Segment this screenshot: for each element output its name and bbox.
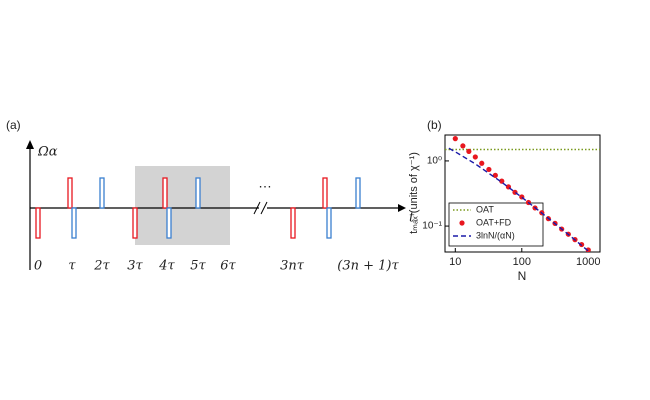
time-label: τ — [68, 259, 76, 274]
y-axis-label: Ωα — [37, 145, 58, 160]
pulse — [290, 207, 296, 239]
x-tick-label: 1000 — [576, 256, 600, 268]
ellipsis: … — [258, 175, 272, 191]
time-label: (3n + 1)τ — [337, 259, 399, 274]
legend-marker — [459, 220, 465, 226]
pulse — [99, 177, 105, 209]
highlight-box — [135, 166, 230, 245]
x-tick-label: 10 — [449, 256, 461, 268]
time-label: 2τ — [93, 259, 110, 274]
marker — [472, 154, 478, 160]
y-tick-label: 10⁻¹ — [422, 221, 442, 232]
y-tick-label: 10⁰ — [427, 156, 442, 167]
x-axis-label: N — [518, 269, 527, 283]
x-axis-label: t — [409, 211, 415, 226]
arrow — [26, 140, 34, 149]
pulse — [355, 177, 361, 209]
pulse — [67, 177, 73, 209]
pulse — [35, 207, 41, 239]
time-label: 4τ — [158, 259, 175, 274]
pulse — [132, 207, 138, 239]
marker — [585, 247, 591, 252]
y-axis-label: tₘₐₓ (units of χ⁻¹) — [408, 152, 420, 234]
legend-label: OAT+FD — [476, 217, 512, 227]
arrow — [398, 204, 406, 212]
panel-label: (b) — [427, 118, 442, 132]
axis-break — [253, 201, 261, 215]
pulse — [322, 177, 328, 209]
x-tick-label: 100 — [513, 256, 531, 268]
time-label: 0 — [34, 259, 42, 274]
marker — [486, 166, 492, 173]
axis-break — [260, 201, 268, 215]
marker — [479, 160, 485, 166]
pulse — [71, 207, 77, 239]
pulse — [166, 207, 172, 239]
plot-frame — [444, 134, 601, 253]
legend-label: OAT — [476, 204, 494, 214]
marker — [492, 172, 498, 178]
marker — [466, 148, 472, 155]
legend-label: 3lnN/(αN) — [476, 230, 515, 240]
pulse — [195, 177, 201, 209]
marker — [452, 136, 458, 142]
marker — [460, 143, 466, 149]
line — [448, 147, 591, 252]
time-label: 3nτ — [280, 259, 305, 274]
time-label: 6τ — [220, 259, 236, 274]
time-label: 3τ — [127, 259, 143, 274]
pulse — [162, 177, 168, 209]
time-label: 5τ — [190, 259, 206, 274]
pulse — [326, 207, 332, 239]
plot-area — [445, 136, 600, 252]
panel-label: (a) — [6, 118, 21, 132]
